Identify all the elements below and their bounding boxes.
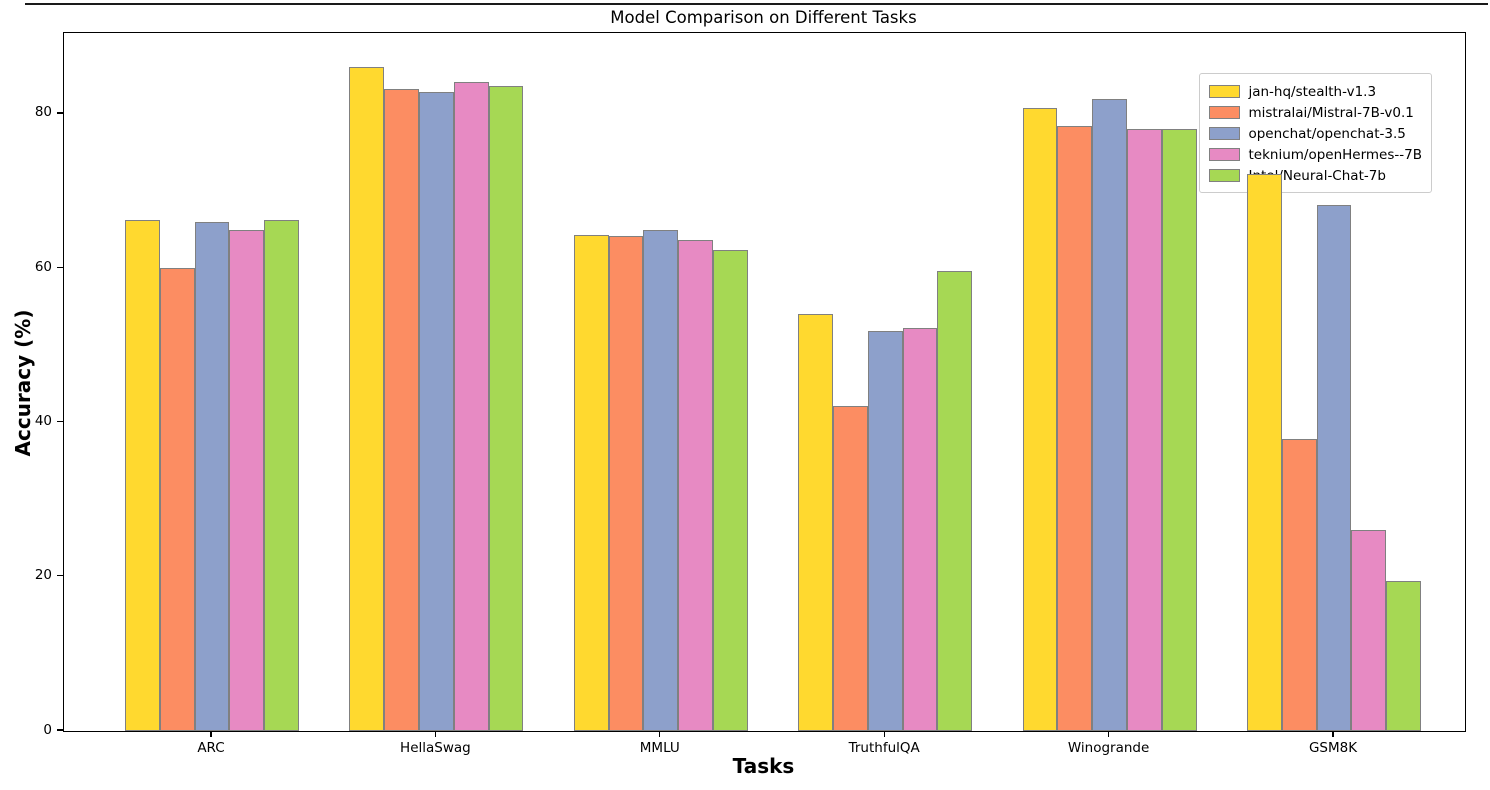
x-tick-mark [659, 731, 661, 738]
bar [573, 235, 609, 731]
legend-item: teknium/openHermes--7B [1209, 144, 1422, 165]
y-tick-label: 80 [34, 104, 52, 121]
bar [384, 88, 419, 731]
bar [1161, 128, 1197, 731]
legend-label: jan-hq/stealth-v1.3 [1248, 83, 1377, 100]
bar [1351, 529, 1387, 731]
x-tick-mark [210, 731, 212, 738]
x-tick-label: TruthfulQA [848, 740, 920, 756]
bar [1247, 174, 1282, 731]
bar [453, 81, 489, 731]
y-tick-mark [57, 575, 63, 577]
legend-swatch [1209, 148, 1241, 161]
x-tick-label: ARC [197, 740, 225, 756]
legend-item: Intel/Neural-Chat-7b [1209, 165, 1422, 186]
y-tick-label: 0 [43, 721, 52, 738]
bar [264, 220, 299, 731]
bar [713, 249, 748, 731]
legend-label: teknium/openHermes--7B [1248, 146, 1422, 163]
bar [1022, 107, 1058, 731]
legend-item: jan-hq/stealth-v1.3 [1209, 81, 1422, 102]
x-tick-label: Winogrande [1067, 740, 1150, 756]
bar [159, 268, 195, 731]
legend-item: openchat/openchat-3.5 [1209, 123, 1422, 144]
x-tick-mark [883, 731, 885, 738]
chart-title: Model Comparison on Different Tasks [610, 8, 917, 27]
bar [488, 86, 524, 731]
legend: jan-hq/stealth-v1.3 mistralai/Mistral-7B-… [1199, 73, 1432, 193]
y-tick-label: 40 [34, 412, 52, 429]
legend-swatch [1209, 127, 1241, 140]
bar [1057, 126, 1093, 731]
x-tick-mark [1332, 731, 1334, 738]
bar [937, 270, 973, 731]
bar [833, 405, 868, 731]
bar [349, 66, 385, 731]
legend-label: openchat/openchat-3.5 [1248, 125, 1406, 142]
x-tick-label: GSM8K [1308, 740, 1358, 756]
legend-item: mistralai/Mistral-7B-v0.1 [1209, 102, 1422, 123]
bar [608, 235, 644, 731]
x-tick-label: MMLU [639, 740, 680, 756]
legend-swatch [1209, 85, 1241, 98]
bar [1092, 99, 1127, 731]
bar [194, 221, 230, 731]
y-tick-mark [57, 112, 63, 114]
bar [419, 91, 454, 731]
legend-label: Intel/Neural-Chat-7b [1248, 167, 1386, 184]
bar [1316, 204, 1352, 731]
y-tick-mark [57, 729, 63, 731]
y-tick-label: 20 [34, 567, 52, 584]
y-tick-mark [57, 420, 63, 423]
y-tick-label: 60 [34, 258, 52, 275]
y-tick-mark [57, 266, 63, 268]
bar [1386, 580, 1421, 731]
legend-label: mistralai/Mistral-7B-v0.1 [1248, 104, 1414, 121]
bar [902, 328, 938, 731]
top-border-line [25, 3, 1488, 5]
x-tick-mark [1107, 731, 1110, 738]
bar [1281, 439, 1317, 731]
x-tick-label: HellaSwag [400, 740, 471, 756]
bar [1127, 128, 1162, 731]
legend-swatch [1209, 106, 1241, 119]
y-axis-label: Accuracy (%) [11, 309, 35, 457]
bar [229, 230, 265, 731]
bar [125, 219, 160, 731]
x-axis-label: Tasks [732, 754, 795, 778]
bar [798, 313, 833, 731]
plot-area: jan-hq/stealth-v1.3 mistralai/Mistral-7B-… [63, 32, 1466, 732]
x-tick-mark [434, 731, 437, 738]
bar [867, 330, 903, 731]
bar [678, 240, 713, 731]
legend-swatch [1209, 169, 1241, 182]
bar [643, 229, 679, 731]
